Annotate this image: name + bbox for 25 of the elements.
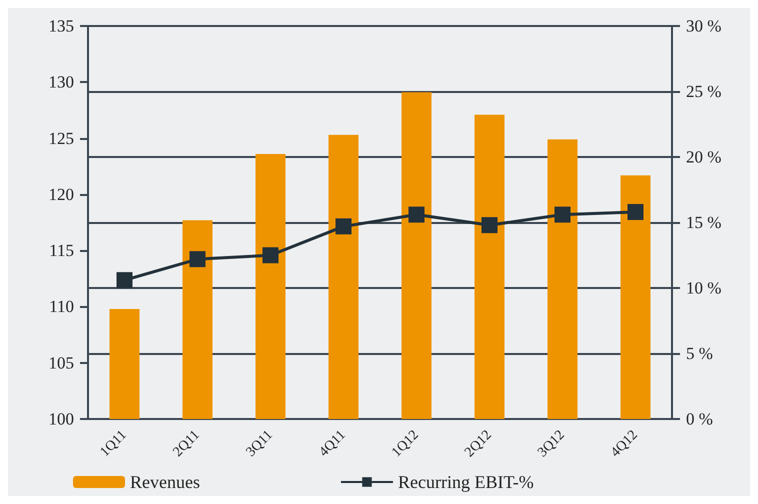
y-tick-label: 130 — [48, 72, 74, 92]
y2-tick-label: 10 % — [686, 278, 722, 298]
legend-label: Recurring EBIT-% — [398, 472, 534, 492]
y2-tick-label: 25 % — [686, 82, 722, 101]
y-tick-label: 115 — [49, 241, 74, 260]
y-tick-label: 105 — [48, 353, 74, 372]
y-tick-label: 125 — [48, 128, 74, 148]
y2-tick-label: 30 % — [686, 16, 722, 36]
y2-tick-label: 5 % — [686, 344, 713, 363]
y-tick-label: 100 — [48, 410, 74, 428]
point — [628, 204, 644, 220]
point — [262, 247, 278, 264]
y-tick-label: 120 — [48, 184, 74, 204]
point — [482, 217, 498, 234]
legend-label: Revenues — [130, 472, 200, 492]
y2-tick-label: 20 % — [686, 148, 722, 166]
y-tick-label: 110 — [49, 297, 74, 316]
y2-tick-label: 15 % — [686, 213, 722, 232]
y2-tick-label: 0 % — [686, 410, 713, 428]
y-tick-label: 135 — [48, 16, 74, 36]
point — [554, 206, 570, 223]
point — [336, 218, 352, 234]
point — [408, 206, 424, 223]
point — [116, 272, 132, 288]
point — [190, 251, 206, 268]
